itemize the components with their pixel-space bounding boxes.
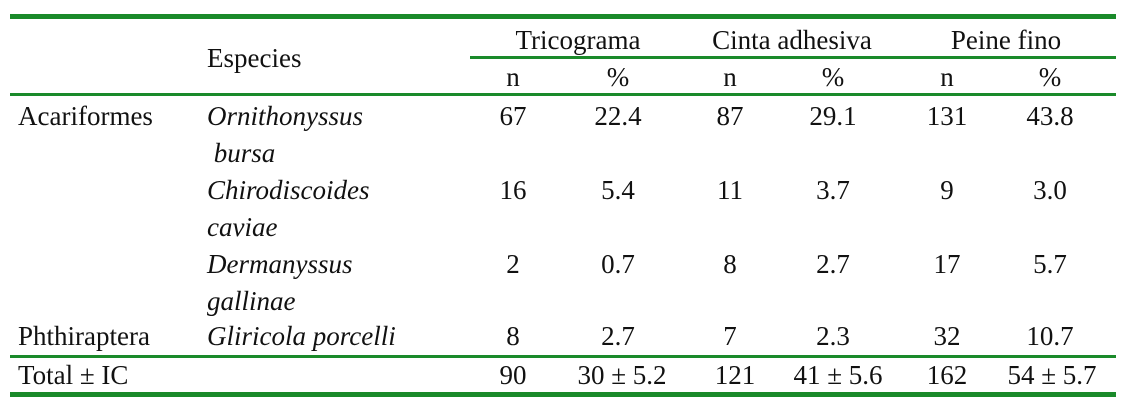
table-cell: 9: [940, 175, 954, 205]
total-cell: 30 ± 5.2: [577, 360, 667, 390]
species-name: Chirodiscoides: [207, 175, 370, 205]
table-cell: 22.4: [594, 101, 642, 131]
species-name: Ornithonyssus: [207, 101, 364, 131]
header-bottom-rule: [10, 93, 1116, 96]
table-cell: 2.7: [816, 249, 850, 279]
table-cell: 43.8: [1026, 101, 1074, 131]
subheader-n: n: [506, 62, 520, 92]
species-header: Especies: [207, 43, 302, 73]
subheader-rule: [470, 56, 1116, 59]
table-cell: 131: [926, 101, 968, 131]
group-header-peine: Peine fino: [950, 25, 1062, 55]
group-header-cinta: Cinta adhesiva: [712, 25, 872, 55]
subheader-pct: %: [821, 62, 845, 92]
species-name: gallinae: [207, 286, 296, 316]
total-label: Total ± IC: [18, 360, 129, 390]
table-cell: 5.4: [601, 175, 635, 205]
table-cell: 16: [499, 175, 527, 205]
group-header-tricograma: Tricograma: [515, 25, 641, 55]
species-name: caviae: [207, 212, 278, 242]
species-name: bursa: [207, 138, 276, 168]
total-cell: 54 ± 5.7: [1007, 360, 1097, 390]
subheader-pct: %: [606, 62, 630, 92]
table-cell: 67: [499, 101, 527, 131]
table-cell: 17: [933, 249, 961, 279]
table-cell: 10.7: [1026, 321, 1074, 351]
top-rule: [10, 14, 1116, 19]
table-cell: 2.7: [601, 321, 635, 351]
table-cell: 0.7: [601, 249, 635, 279]
order-label: Acariformes: [18, 101, 153, 131]
total-cell: 90: [499, 360, 527, 390]
table-cell: 2.3: [816, 321, 850, 351]
table-cell: 29.1: [809, 101, 857, 131]
table-cell: 5.7: [1033, 249, 1067, 279]
species-name: Gliricola porcelli: [207, 321, 396, 351]
species-name: Dermanyssus: [207, 249, 353, 279]
total-top-rule: [10, 355, 1116, 358]
table-cell: 32: [933, 321, 961, 351]
table-cell: 2: [506, 249, 520, 279]
table-cell: 8: [723, 249, 737, 279]
table-cell: 11: [717, 175, 743, 205]
table-cell: 3.0: [1033, 175, 1067, 205]
table-cell: 87: [716, 101, 744, 131]
order-label: Phthiraptera: [18, 321, 150, 351]
subheader-n: n: [940, 62, 954, 92]
bottom-rule: [10, 392, 1116, 397]
total-cell: 121: [714, 360, 756, 390]
subheader-pct: %: [1038, 62, 1062, 92]
subheader-n: n: [723, 62, 737, 92]
table-cell: 3.7: [816, 175, 850, 205]
total-cell: 162: [926, 360, 968, 390]
table-cell: 7: [723, 321, 737, 351]
total-cell: 41 ± 5.6: [793, 360, 883, 390]
table-cell: 8: [506, 321, 520, 351]
